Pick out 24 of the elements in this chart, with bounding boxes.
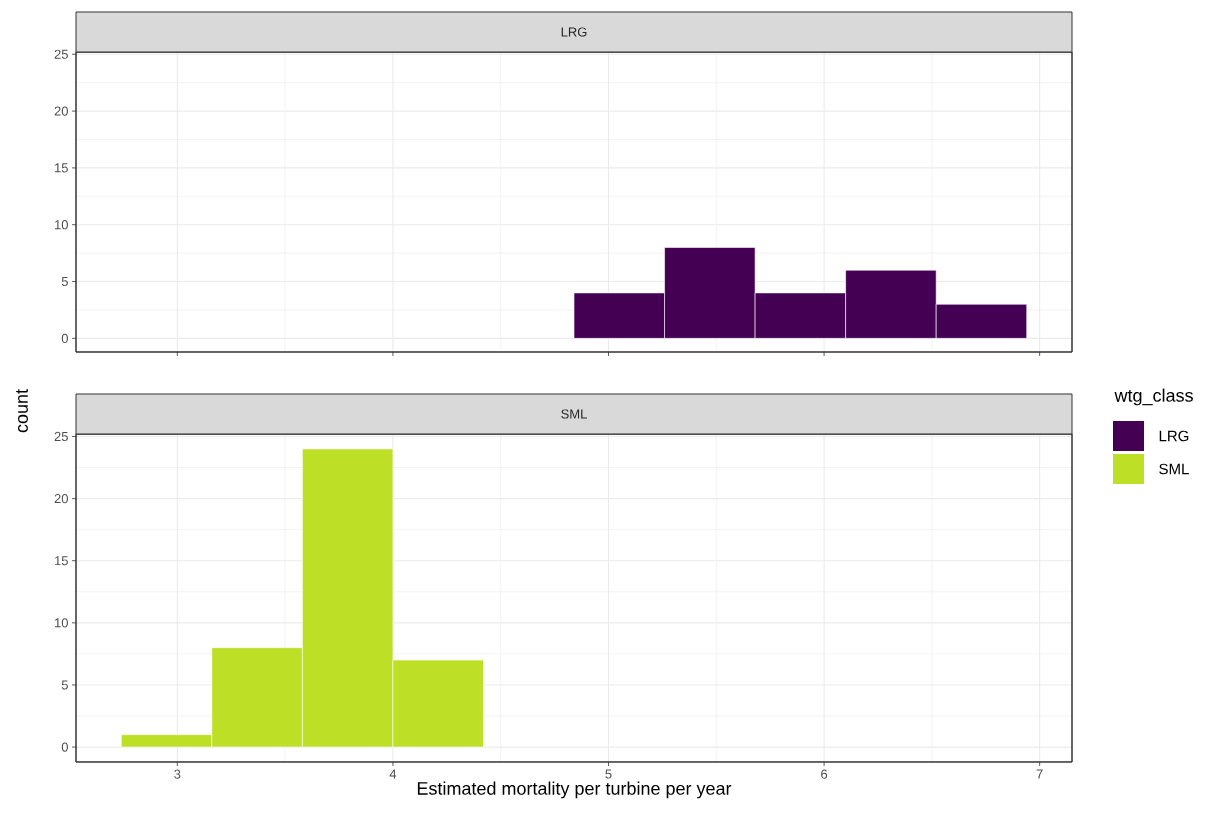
y-tick-label: 5 [61,680,68,690]
y-tick-label: 5 [61,277,68,287]
y-tick-label: 0 [61,333,68,343]
x-tick-label: 7 [1036,769,1043,779]
y-tick-label: 15 [55,163,68,173]
y-tick-label: 0 [61,742,68,752]
x-axis-title: Estimated mortality per turbine per year [417,781,732,799]
y-tick-label: 20 [54,493,68,504]
y-tick-label: 10 [55,220,68,230]
x-tick-label: 5 [605,769,612,779]
y-axis-title: count [16,389,28,433]
legend-title: wtg_class [1114,388,1193,406]
chart-title: SML [561,409,587,419]
legend-label: SML [1159,463,1189,475]
y-tick-label: 25 [54,431,68,442]
x-tick-label: 4 [389,769,397,779]
y-tick-label: 15 [55,556,68,566]
y-tick-label: 25 [54,49,68,59]
y-tick-label: 10 [55,618,68,628]
x-tick-label: 6 [821,769,828,779]
y-tick-label: 20 [54,106,68,116]
x-tick-label: 3 [174,769,181,779]
legend-label: LRG [1159,430,1189,442]
chart-title: LRG [561,27,587,37]
